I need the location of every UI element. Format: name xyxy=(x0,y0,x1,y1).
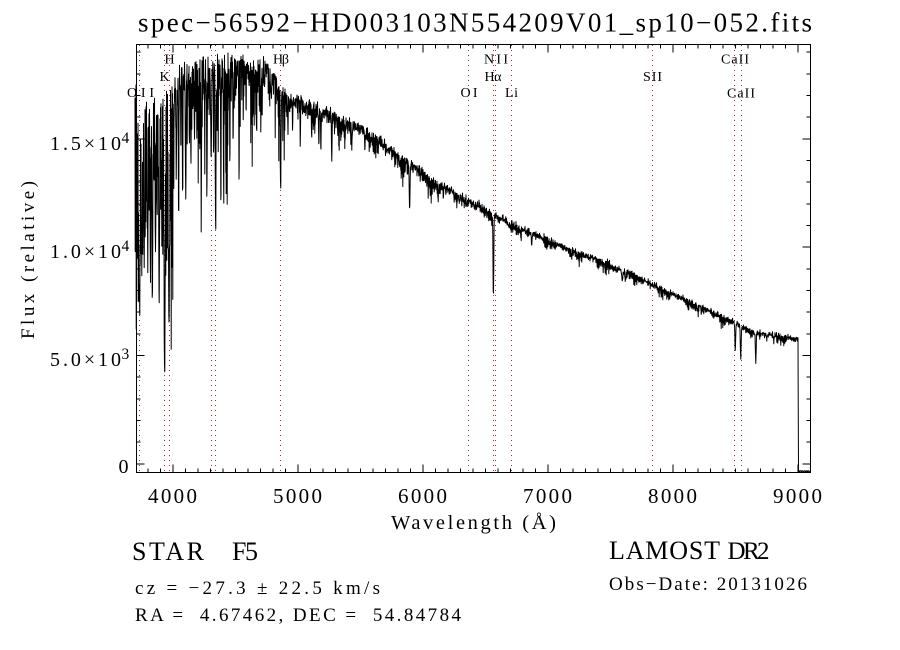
svg-text:CaII: CaII xyxy=(727,87,755,102)
svg-text:H: H xyxy=(164,53,174,68)
svg-text:OI: OI xyxy=(461,86,478,101)
svg-text:DR2: DR2 xyxy=(728,538,770,565)
svg-text:STAR: STAR xyxy=(132,537,205,566)
svg-text:OII: OII xyxy=(127,86,154,101)
svg-text:I: I xyxy=(212,86,217,101)
svg-text:CaII: CaII xyxy=(721,53,749,68)
svg-text:Wavelength (Å): Wavelength (Å) xyxy=(391,512,556,534)
svg-text:SII: SII xyxy=(643,70,662,85)
svg-text:5.0×10: 5.0×10 xyxy=(50,349,121,371)
svg-text:cz = −27.3 ± 22.5 km/s: cz = −27.3 ± 22.5 km/s xyxy=(135,578,380,599)
svg-text:Hβ: Hβ xyxy=(273,53,289,68)
svg-text:Hα: Hα xyxy=(485,70,503,85)
svg-text:1.5×10: 1.5×10 xyxy=(50,133,121,155)
svg-text:Li: Li xyxy=(505,86,518,101)
svg-text:LAMOST: LAMOST xyxy=(609,536,720,565)
svg-text:F5: F5 xyxy=(232,537,258,566)
svg-text:1.0×10: 1.0×10 xyxy=(50,241,121,263)
svg-text:spec−56592−HD003103N554209V01_: spec−56592−HD003103N554209V01_sp10−052.f… xyxy=(138,8,812,38)
svg-text:0: 0 xyxy=(119,456,129,478)
svg-text:4: 4 xyxy=(122,130,130,147)
svg-text:NII: NII xyxy=(484,53,508,68)
svg-text:4: 4 xyxy=(122,238,130,255)
svg-text:I: I xyxy=(211,70,216,85)
svg-text:Flux (relative): Flux (relative) xyxy=(18,181,39,339)
svg-text:K: K xyxy=(159,70,169,85)
svg-text:3: 3 xyxy=(122,346,130,363)
